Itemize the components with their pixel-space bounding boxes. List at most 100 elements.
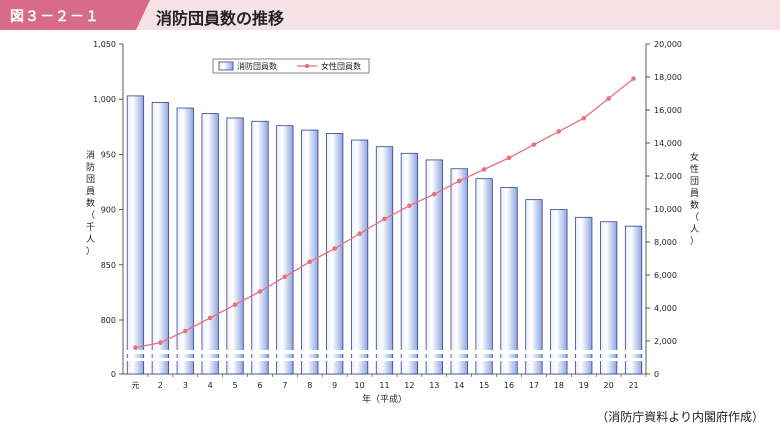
x-tick-label: 14: [454, 381, 464, 390]
x-tick-label: 13: [429, 381, 439, 390]
line-point: [182, 328, 188, 334]
line-point: [232, 302, 238, 308]
x-tick-label: 4: [208, 381, 213, 390]
x-tick-label: 6: [257, 381, 262, 390]
right-tick-label: 20,000: [654, 40, 682, 49]
x-tick-label: 21: [628, 381, 638, 390]
right-tick-label: 4,000: [654, 304, 677, 313]
bar: [500, 187, 518, 375]
bar: [151, 102, 169, 375]
bar-series: [124, 95, 645, 375]
line-point: [481, 167, 487, 172]
bar: [600, 221, 618, 375]
right-tick-label: 2,000: [654, 337, 677, 346]
line-point: [307, 259, 313, 265]
left-tick-label: 850: [101, 261, 116, 270]
bar: [350, 139, 369, 375]
line-point: [606, 96, 611, 101]
right-tick-labels: 0 2,000 4,000 6,000 8,000 10,000 12,000 14,000 1…: [646, 40, 682, 379]
bar: [624, 225, 643, 375]
bar: [375, 146, 394, 375]
legend-line-marker: [304, 63, 310, 69]
bar: [525, 199, 543, 375]
right-tick-label: 8,000: [654, 238, 677, 247]
x-tick-label: 18: [554, 381, 564, 390]
line-point: [531, 142, 537, 147]
left-tick-label: 900: [101, 206, 116, 215]
right-tick-label: 12,000: [654, 172, 682, 181]
right-tick-label: 16,000: [654, 106, 682, 115]
line-point: [282, 274, 288, 279]
line-point: [581, 115, 587, 121]
x-tick-label: 9: [332, 381, 337, 390]
right-tick-label: 10,000: [654, 205, 682, 214]
figure-label-badge: [0, 0, 150, 30]
x-tick-label: 19: [579, 381, 589, 390]
right-axis-label: 女性団員数（人）: [690, 151, 699, 247]
bar: [176, 107, 194, 375]
bar: [425, 159, 443, 375]
right-tick-label: 0: [654, 370, 659, 379]
legend-box: [212, 58, 370, 74]
page-title: 消防団員数の推移: [156, 9, 285, 28]
line-point: [257, 289, 263, 294]
left-tick-label: 0: [111, 370, 116, 379]
x-tick-label: 17: [529, 381, 539, 390]
bar: [326, 133, 344, 375]
x-tick-label: 3: [183, 381, 188, 390]
line-point: [207, 315, 213, 321]
x-axis-label: 年（平成）: [362, 393, 407, 405]
line-point: [556, 129, 562, 134]
x-tick-label: 20: [604, 381, 614, 390]
bar: [201, 113, 219, 375]
source-note: （消防庁資料より内閣府作成）: [596, 410, 764, 424]
x-tick-label: 11: [379, 381, 389, 390]
left-axis-label: 消防団員数（千人）: [86, 149, 95, 257]
bar: [126, 95, 145, 375]
x-tick-label: 16: [504, 381, 514, 390]
x-tick-labels: 元 2 3 4 5 6 7 8 9 10 11 12 13 14 15 16 17 18 19 20 21: [131, 374, 647, 390]
x-tick-label: 2: [158, 381, 163, 390]
left-tick-label: 1,000: [93, 95, 116, 104]
line-point: [158, 340, 163, 345]
bar: [475, 178, 493, 375]
x-tick-label: 15: [479, 381, 489, 390]
left-tick-labels: 0 800 850 900 950 1,000 1,050: [93, 40, 123, 379]
legend: 消防団員数 女性団員数: [212, 58, 370, 74]
line-point: [357, 231, 362, 237]
x-tick-label: 元: [131, 381, 139, 390]
line-series: [133, 76, 636, 350]
right-tick-label: 14,000: [654, 139, 682, 148]
x-tick-label: 10: [355, 381, 365, 390]
bar: [400, 152, 419, 375]
bar: [450, 168, 468, 375]
line-point: [506, 155, 512, 161]
legend-bar-label: 消防団員数: [237, 61, 277, 71]
figure-header: 図３－２－１ 消防団員数の推移: [0, 0, 780, 30]
line-point: [133, 345, 138, 350]
right-tick-label: 18,000: [654, 73, 682, 82]
line-point: [332, 246, 337, 251]
bar: [276, 125, 294, 375]
bar: [226, 117, 244, 375]
line-point: [432, 191, 437, 197]
figure-label: 図３－２－１: [10, 9, 100, 25]
bar: [251, 120, 269, 375]
line-point: [456, 178, 462, 184]
right-tick-label: 6,000: [654, 271, 677, 280]
legend-line-label: 女性団員数: [321, 61, 361, 71]
chart: 元 2 3 4 5 6 7 8 9 10 11 12 13 14 15 16 17 18 19 20 21 0 800 85…: [86, 40, 699, 405]
x-tick-label: 12: [404, 381, 414, 390]
x-tick-label: 8: [307, 381, 312, 390]
line-point: [382, 216, 387, 222]
line-point: [407, 203, 412, 208]
line-point: [631, 76, 636, 81]
left-tick-label: 1,050: [93, 40, 116, 49]
axis-break-band: [124, 350, 645, 354]
legend-bar-swatch: [218, 61, 234, 71]
bar: [575, 216, 593, 375]
left-tick-label: 950: [101, 150, 116, 159]
x-tick-label: 7: [282, 381, 287, 390]
x-tick-label: 5: [233, 381, 238, 390]
left-tick-label: 800: [101, 316, 116, 325]
